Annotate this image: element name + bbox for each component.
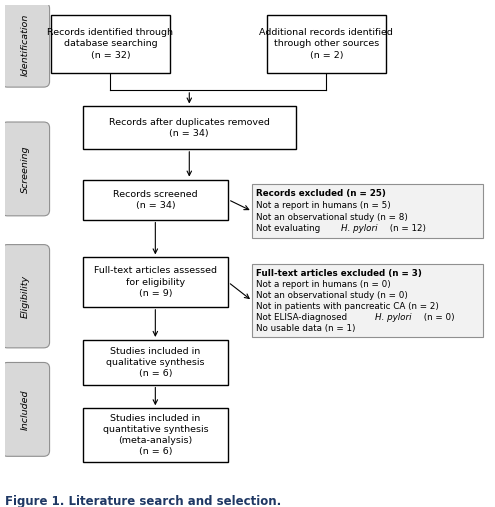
FancyBboxPatch shape — [1, 122, 50, 216]
Text: Records screened
(n = 34): Records screened (n = 34) — [113, 190, 198, 209]
Text: Screening: Screening — [21, 145, 30, 193]
Text: Identification: Identification — [21, 14, 30, 76]
Text: Not in patients with pancreatic CA (n = 2): Not in patients with pancreatic CA (n = … — [256, 302, 439, 311]
Text: (n = 12): (n = 12) — [387, 225, 426, 233]
Text: Not evaluating: Not evaluating — [256, 225, 323, 233]
Text: Included: Included — [21, 389, 30, 429]
Bar — [51, 15, 170, 74]
Text: Figure 1. Literature search and selection.: Figure 1. Literature search and selectio… — [5, 495, 281, 507]
Text: (n = 0): (n = 0) — [421, 313, 455, 322]
Text: Records after duplicates removed
(n = 34): Records after duplicates removed (n = 34… — [109, 118, 270, 138]
Bar — [83, 340, 228, 385]
FancyBboxPatch shape — [1, 244, 50, 348]
Text: Records identified through
database searching
(n = 32): Records identified through database sear… — [48, 28, 173, 59]
Text: Full-text articles excluded (n = 3): Full-text articles excluded (n = 3) — [256, 269, 422, 278]
Bar — [83, 179, 228, 220]
Bar — [83, 408, 228, 462]
Text: Not an observational study (n = 8): Not an observational study (n = 8) — [256, 213, 408, 222]
Text: Not a report in humans (n = 5): Not a report in humans (n = 5) — [256, 201, 391, 210]
Text: Not ELISA-diagnosed: Not ELISA-diagnosed — [256, 313, 350, 322]
Bar — [252, 265, 483, 338]
FancyBboxPatch shape — [1, 363, 50, 456]
Text: No usable data (n = 1): No usable data (n = 1) — [256, 324, 356, 333]
Text: Studies included in
quantitative synthesis
(meta-analysis)
(n = 6): Studies included in quantitative synthes… — [102, 414, 208, 456]
Text: Eligibility: Eligibility — [21, 275, 30, 318]
Bar — [83, 258, 228, 307]
Bar — [252, 184, 483, 238]
Text: Not a report in humans (n = 0): Not a report in humans (n = 0) — [256, 280, 391, 289]
Text: Studies included in
qualitative synthesis
(n = 6): Studies included in qualitative synthesi… — [106, 347, 204, 378]
Text: Additional records identified
through other sources
(n = 2): Additional records identified through ot… — [259, 28, 393, 59]
Text: Records excluded (n = 25): Records excluded (n = 25) — [256, 189, 386, 198]
FancyBboxPatch shape — [1, 3, 50, 87]
Text: Full-text articles assessed
for eligibility
(n = 9): Full-text articles assessed for eligibil… — [94, 267, 217, 298]
Text: H. pylori: H. pylori — [341, 225, 378, 233]
Text: H. pylori: H. pylori — [375, 313, 411, 322]
Bar — [267, 15, 386, 74]
Text: Not an observational study (n = 0): Not an observational study (n = 0) — [256, 291, 408, 300]
Bar — [83, 106, 296, 149]
